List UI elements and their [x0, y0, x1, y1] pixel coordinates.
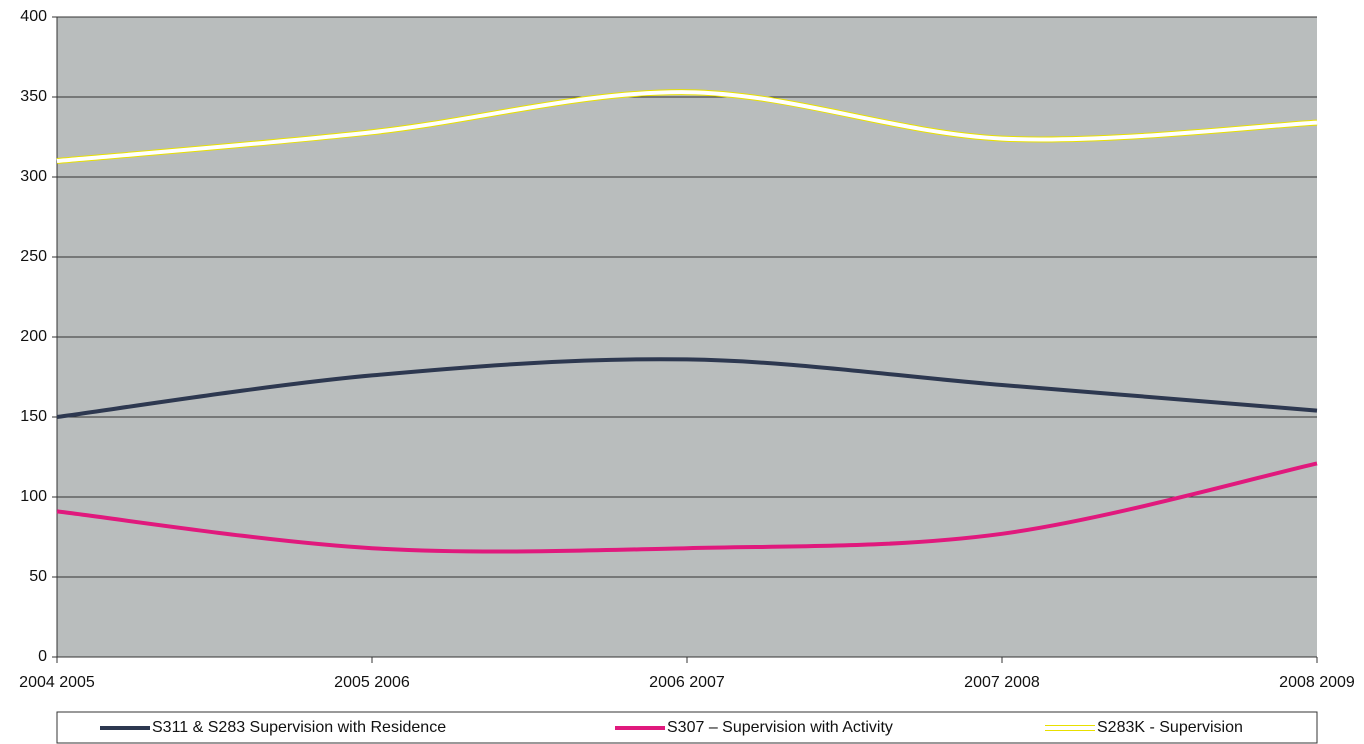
y-tick-label: 0 — [38, 648, 47, 665]
y-tick-label: 250 — [20, 248, 47, 265]
legend-label: S307 – Supervision with Activity — [667, 719, 893, 736]
legend — [56, 711, 1318, 744]
x-tick-label: 2006 2007 — [649, 674, 725, 691]
x-tick-label: 2007 2008 — [964, 674, 1040, 691]
legend-label: S283K - Supervision — [1097, 719, 1243, 736]
x-tick-label: 2008 2009 — [1279, 674, 1355, 691]
series-line — [56, 357, 1318, 419]
y-tick-label: 200 — [20, 328, 47, 345]
x-tick-label: 2005 2006 — [334, 674, 410, 691]
y-tick-label: 50 — [29, 568, 47, 585]
y-tick-label: 300 — [20, 168, 47, 185]
series-line — [56, 461, 1318, 554]
y-tick-label: 400 — [20, 8, 47, 25]
x-tick-label: 2004 2005 — [19, 674, 95, 691]
y-tick-label: 100 — [20, 488, 47, 505]
y-tick-label: 150 — [20, 408, 47, 425]
legend-label: S311 & S283 Supervision with Residence — [152, 719, 446, 736]
series-line — [56, 90, 1318, 163]
y-tick-label: 350 — [20, 88, 47, 105]
